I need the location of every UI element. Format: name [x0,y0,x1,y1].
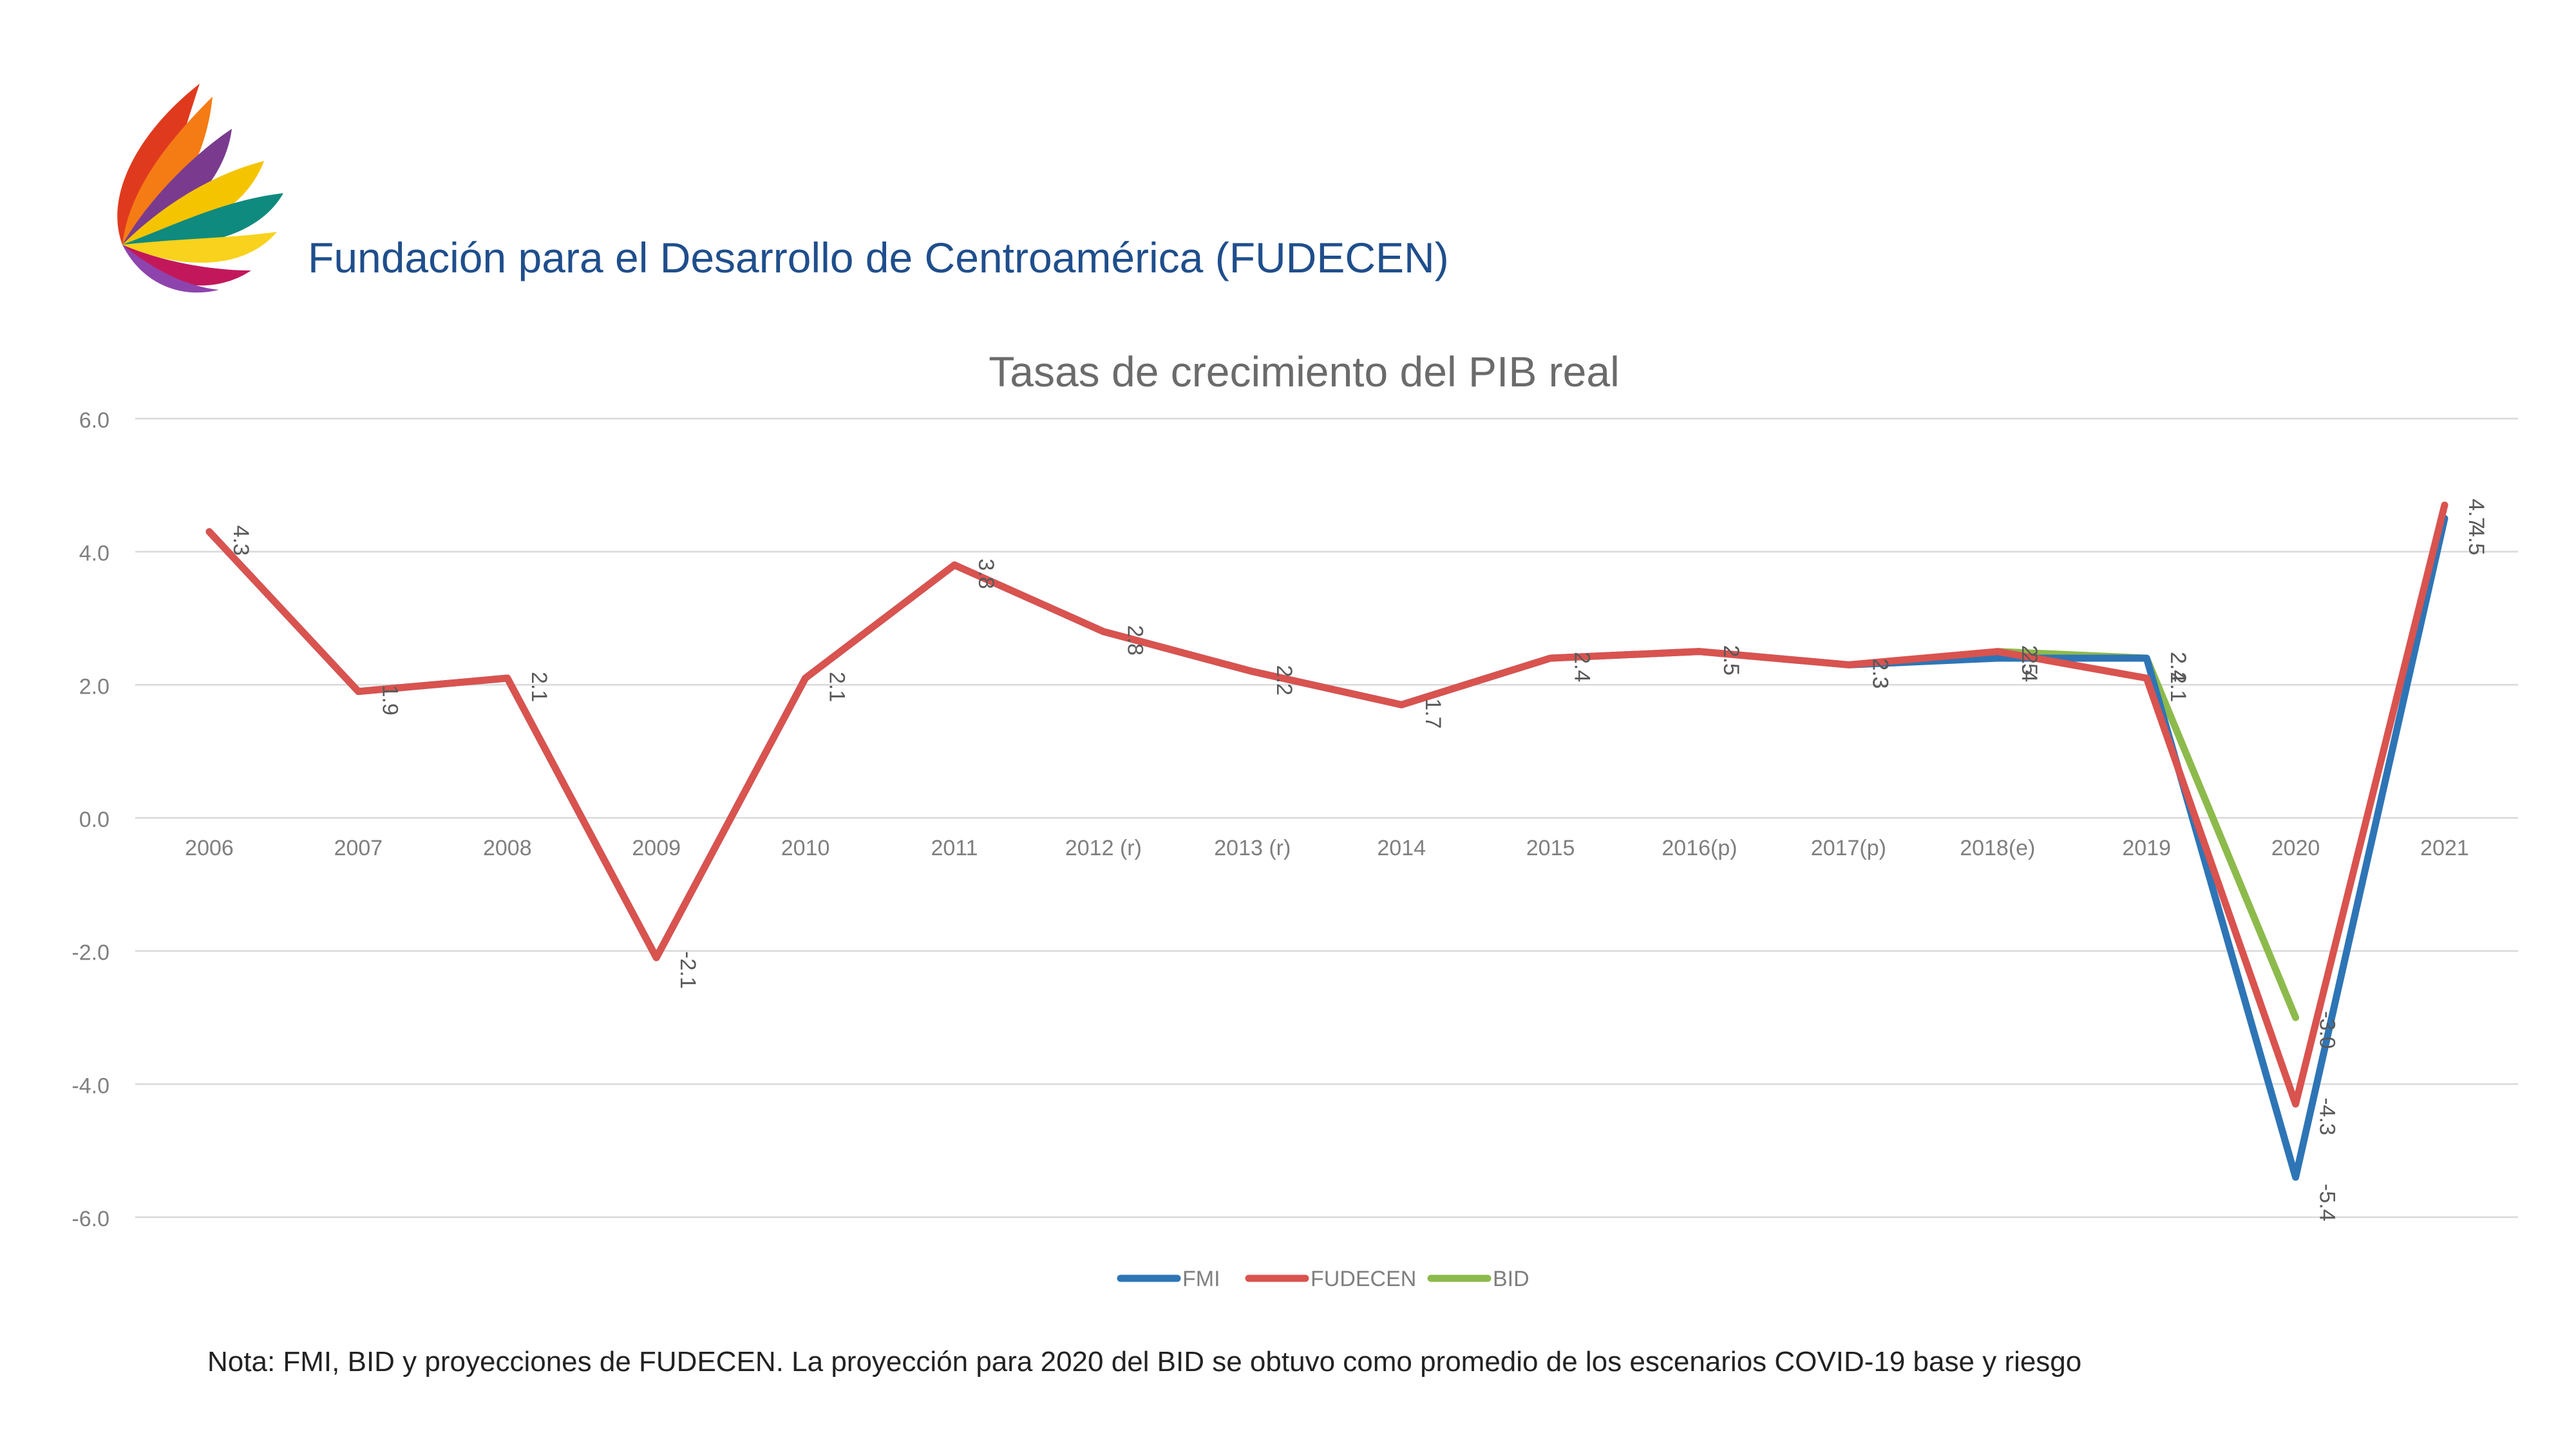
y-tick-label: 4.0 [79,542,109,566]
data-label-fudecen: 1.7 [1421,698,1445,728]
y-tick-label: 2.0 [79,674,109,699]
x-axis-tick-labels: 2006 2007 2008 2009 2010 2011 2012 (r) 2013 (r)… [185,836,2469,860]
data-label-fudecen: 4.7 [2464,498,2488,529]
data-label-fudecen: -2.1 [676,951,700,989]
data-label-fmi: 2.4 [2166,652,2190,682]
x-tick-label: 2010 [781,836,830,860]
data-label-fudecen: 2.2 [1272,665,1296,696]
x-tick-label: 2008 [483,836,532,860]
x-tick-label: 2011 [931,836,978,860]
y-tick-label: 6.0 [79,408,109,433]
data-label-fudecen: 2.5 [2017,645,2041,676]
data-label-fudecen: 2.3 [1868,658,1892,688]
y-tick-label: -6.0 [71,1207,109,1231]
x-tick-label: 2006 [185,836,234,860]
x-tick-label: 2014 [1377,836,1426,860]
x-tick-label: 2013 (r) [1214,836,1291,860]
footnote: Nota: FMI, BID y proyecciones de FUDECEN… [207,1346,2082,1378]
fudecen-logo [117,84,283,293]
series-lines [205,501,2448,1181]
x-tick-label: 2018(e) [1960,836,2035,860]
x-tick-label: 2019 [2122,836,2171,860]
legend-label-fudecen: FUDECEN [1311,1267,1416,1291]
legend-label-fmi: FMI [1182,1267,1220,1291]
y-tick-label: -2.0 [71,941,109,965]
gridlines [135,417,2518,1218]
x-tick-label: 2009 [632,836,681,860]
data-label-fudecen: 2.8 [1122,625,1147,656]
x-tick-label: 2021 [2420,836,2469,860]
data-label-fudecen: -4.3 [2315,1097,2340,1135]
data-label-fmi: 4.5 [2464,525,2488,555]
data-label-fudecen: 4.3 [229,526,253,556]
organization-title: Fundación para el Desarrollo de Centroam… [308,234,1449,281]
data-label-fmi: -5.4 [2315,1184,2340,1222]
x-tick-label: 2017(p) [1811,836,1886,860]
data-label-bid: 2.4 [2166,652,2190,682]
data-label-fudecen: 1.9 [377,685,402,715]
x-tick-label: 2012 (r) [1065,836,1142,860]
y-tick-label: -4.0 [71,1074,109,1098]
x-tick-label: 2020 [2271,836,2320,860]
data-label-fudecen: 2.1 [527,672,551,702]
y-axis-tick-labels: 6.0 4.0 2.0 0.0 -2.0 -4.0 -6.0 [71,408,109,1231]
data-label-fudecen: 3.8 [974,558,998,589]
data-label-fudecen: 2.1 [825,672,849,702]
legend: FMI FUDECEN BID [1117,1267,1530,1291]
chart-title: Tasas de crecimiento del PIB real [989,348,1619,395]
data-label-fudecen: 2.5 [1719,645,1743,676]
data-labels: 2.5 2.3 2.4 2.4 -5.4 4.5 4.3 1.9 2.1 -2.1 2.1 3.8 2.… [229,498,2488,1221]
data-label-bid: -3.0 [2315,1011,2340,1049]
legend-label-bid: BID [1493,1267,1530,1291]
data-label-fmi: 2.4 [2017,652,2041,682]
x-tick-label: 2015 [1526,836,1575,860]
data-label-fudecen: 2.4 [1570,652,1595,682]
series-line-bid [1994,648,2300,1021]
x-tick-label: 2007 [334,836,383,860]
data-label-fudecen: 2.1 [2166,672,2190,702]
y-tick-label: 0.0 [79,808,109,832]
x-tick-label: 2016(p) [1662,836,1737,860]
series-line-fudecen [205,501,2448,1108]
data-label-fmi: 2.5 [1719,645,1743,676]
data-label-fmi: 2.3 [1868,658,1892,688]
series-line-fmi [205,515,2448,1181]
